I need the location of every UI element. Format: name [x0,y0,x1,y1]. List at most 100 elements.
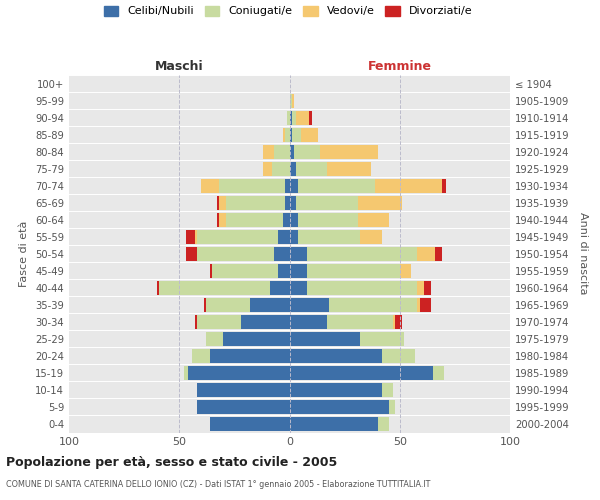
Bar [197,383,290,397]
Bar [296,110,310,124]
Bar [358,212,389,226]
Bar [435,247,442,260]
Y-axis label: Anni di nascita: Anni di nascita [578,212,587,295]
Bar [290,349,382,363]
Bar [320,144,378,158]
Bar [327,315,393,329]
Bar [290,230,298,243]
Bar [290,128,292,141]
Y-axis label: Fasce di età: Fasce di età [19,220,29,287]
Bar [292,128,301,141]
Bar [263,144,274,158]
Bar [400,264,411,278]
Text: COMUNE DI SANTA CATERINA DELLO IONIO (CZ) - Dati ISTAT 1° gennaio 2005 - Elabora: COMUNE DI SANTA CATERINA DELLO IONIO (CZ… [6,480,430,489]
Bar [290,383,382,397]
Bar [290,400,389,414]
Bar [206,332,223,346]
Bar [290,247,307,260]
Bar [419,298,431,312]
Bar [274,247,290,260]
Bar [424,281,431,295]
Bar [285,178,290,192]
Bar [269,281,290,295]
Bar [217,196,219,209]
Text: Maschi: Maschi [155,60,203,72]
Bar [418,247,435,260]
Bar [292,110,296,124]
Bar [307,281,418,295]
Bar [290,196,296,209]
Bar [217,212,219,226]
Bar [203,298,206,312]
Bar [219,178,285,192]
Bar [219,212,226,226]
Bar [290,298,329,312]
Bar [395,315,402,329]
Bar [210,417,290,431]
Bar [226,196,285,209]
Bar [197,400,290,414]
Bar [290,212,298,226]
Bar [418,281,424,295]
Bar [378,417,389,431]
Bar [186,230,194,243]
Bar [290,281,307,295]
Bar [360,230,382,243]
Bar [290,110,292,124]
Bar [194,315,197,329]
Bar [226,212,283,226]
Bar [360,332,404,346]
Bar [157,281,160,295]
Bar [298,212,358,226]
Bar [442,178,446,192]
Bar [197,315,241,329]
Bar [290,144,294,158]
Bar [290,94,292,108]
Bar [223,332,290,346]
Bar [298,230,360,243]
Bar [294,144,320,158]
Bar [292,94,294,108]
Bar [160,281,269,295]
Bar [290,366,433,380]
Bar [296,196,358,209]
Bar [283,212,290,226]
Bar [287,110,290,124]
Bar [206,298,250,312]
Bar [290,315,327,329]
Bar [210,349,290,363]
Bar [197,230,278,243]
Bar [382,349,415,363]
Bar [212,264,278,278]
Bar [358,196,402,209]
Bar [298,178,376,192]
Bar [241,315,290,329]
Bar [272,162,290,175]
Bar [389,400,395,414]
Bar [188,366,290,380]
Bar [329,298,418,312]
Bar [194,230,197,243]
Bar [290,178,298,192]
Text: Femmine: Femmine [368,60,432,72]
Bar [290,332,360,346]
Bar [327,162,371,175]
Bar [219,196,226,209]
Bar [307,264,400,278]
Bar [193,349,210,363]
Bar [285,196,290,209]
Bar [296,162,327,175]
Bar [202,178,219,192]
Bar [263,162,272,175]
Legend: Celibi/Nubili, Coniugati/e, Vedovi/e, Divorziati/e: Celibi/Nubili, Coniugati/e, Vedovi/e, Di… [99,1,477,21]
Bar [290,162,296,175]
Bar [285,128,290,141]
Bar [393,315,395,329]
Bar [301,128,318,141]
Bar [382,383,393,397]
Bar [197,247,274,260]
Bar [274,144,290,158]
Bar [376,178,442,192]
Bar [307,247,418,260]
Bar [278,230,290,243]
